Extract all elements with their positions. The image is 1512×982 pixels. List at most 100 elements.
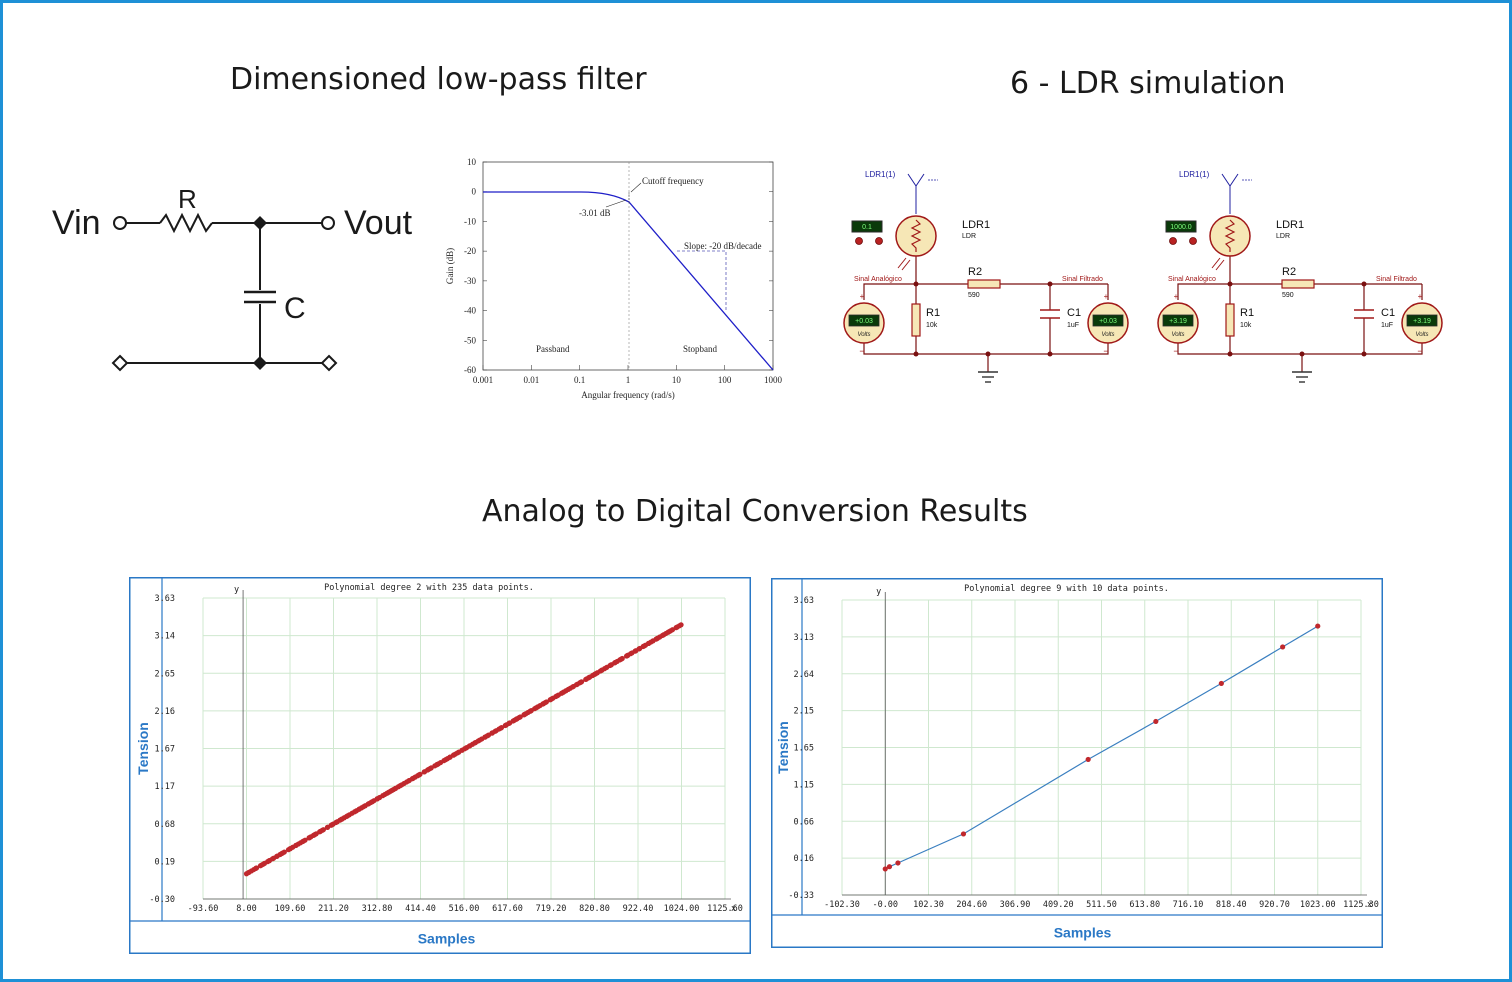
chart-title: Polynomial degree 9 with 10 data points. [964,584,1169,594]
x-tick-label: 8.00 [236,904,256,914]
chart-title: Polynomial degree 2 with 235 data points… [324,583,534,593]
data-point [1280,644,1286,650]
ldr-name-label: LDR1 [1276,219,1304,231]
x-axis-name: x [731,904,736,914]
x-tick-label: -102.30 [824,900,860,910]
ldr-probe-label: LDR1(1) [865,170,896,179]
voltmeter-right-value: +0.03 [1099,318,1117,325]
y-tick-label: 3.63 [794,596,814,606]
ldr-probe-label: LDR1(1) [1179,170,1210,179]
net-label-analog: Sinal Analógico [1168,276,1216,283]
data-point [1315,623,1321,629]
ldr-circuit-2: LDR1(1) LDR1 LDR 1000.0 R2 590 R1 10k C1 1uF Sinal… [1157,170,1443,383]
data-point [882,866,888,872]
x-axis-name: x [1367,900,1372,910]
lux-display-value: 0.1 [862,224,872,231]
x-tick-label: 613.80 [1129,900,1160,910]
lux-decrease-button[interactable] [1169,237,1177,245]
r2-name-label: R2 [1282,266,1296,278]
x-tick-label: 204.60 [956,900,987,910]
rc-circuit-diagram: Vin R Vout C [52,184,413,372]
lux-display-value: 1000.0 [1170,224,1192,231]
minus3db-label: -3.01 dB [579,208,611,218]
svg-text:−: − [1103,346,1108,356]
bode-x-tick: 1000 [764,375,783,385]
r2-resistor [967,279,1001,289]
vout-label: Vout [344,204,413,242]
r1-resistor [911,303,921,337]
x-axis-label: Samples [1054,925,1112,941]
r1-value-label: 10k [1240,322,1252,329]
y-tick-label: 3.14 [155,632,175,642]
bode-x-tick: 100 [718,375,732,385]
data-point [1153,718,1159,725]
ldr-icon [1209,215,1251,257]
data-point [543,699,549,705]
data-point [886,864,893,870]
ground-terminal-right [320,354,338,372]
vin-label: Vin [52,204,101,242]
svg-text:−: − [1417,346,1422,356]
slope-guide [677,250,727,311]
voltmeter-right-unit: Volts [1101,332,1114,338]
x-tick-label: 1024.00 [664,904,700,914]
svg-text:+: + [1174,292,1179,301]
r1-name-label: R1 [926,307,940,319]
y-tick-label: 0.66 [794,817,814,827]
probe-icon [907,173,925,187]
data-point [417,771,423,777]
y-tick-label: 2.64 [794,670,814,680]
y-axis-label: Tension [135,722,151,775]
data-point [895,860,901,866]
c1-name-label: C1 [1381,307,1395,319]
net-label-filtered: Sinal Filtrado [1376,276,1417,283]
c1-value-label: 1uF [1067,322,1079,329]
y-tick-label: 1.17 [155,782,175,792]
lux-increase-button[interactable] [875,237,883,245]
adc-title: Analog to Digital Conversion Results [482,494,1028,529]
y-tick-label: 2.15 [794,707,814,717]
bode-y-axis-label: Gain (dB) [445,248,455,284]
c1-name-label: C1 [1067,307,1081,319]
y-tick-label: 1.65 [794,744,814,754]
bode-plot: 100-10-20-30-40-50-60 0.001 0.01 0.1 1 10 100… [445,157,783,400]
voltmeter-left-value: +3.19 [1169,318,1187,325]
x-tick-label: 102.30 [913,900,944,910]
x-tick-label: 820.80 [579,904,610,914]
voltmeter-right-unit: Volts [1415,332,1428,338]
r1-name-label: R1 [1240,307,1254,319]
data-point [253,865,260,871]
net-label-filtered: Sinal Filtrado [1062,276,1103,283]
x-tick-label: 818.40 [1216,900,1247,910]
y-tick-label: 2.65 [155,669,175,679]
data-point [619,655,625,662]
r1-resistor [1225,303,1235,337]
lux-decrease-button[interactable] [855,237,863,245]
data-point [1085,756,1091,763]
stopband-label: Stopband [683,344,718,354]
data-point [1218,680,1224,687]
r2-value-label: 590 [1282,292,1294,299]
bode-x-tick: 0.01 [523,375,539,385]
bode-y-tick: -30 [464,276,476,286]
bode-y-tick: -60 [464,365,476,375]
svg-text:+: + [860,292,865,301]
ldr-title: 6 - LDR simulation [1010,66,1286,101]
cutoff-frequency-label: Cutoff frequency [642,176,704,186]
vin-terminal [113,216,127,230]
bode-x-tick: 0.001 [473,375,493,385]
data-point [578,679,585,685]
lux-increase-button[interactable] [1189,237,1197,245]
probe-icon [1221,173,1239,187]
ldr-icon [895,215,937,257]
r2-resistor [1281,279,1315,289]
x-tick-label: -93.60 [188,904,219,914]
bode-y-tick: -40 [464,306,476,316]
voltmeter-right-value: +3.19 [1413,318,1431,325]
voltmeter-left-unit: Volts [1171,332,1184,338]
y-tick-label: 3.13 [794,633,814,643]
ldr-circuit-1: LDR1(1) LDR1 LDR 0.1 R2 590 R1 10k C1 1uF Sinal An… [843,170,1129,383]
lux-display [851,220,883,233]
resistor-symbol [159,212,213,234]
